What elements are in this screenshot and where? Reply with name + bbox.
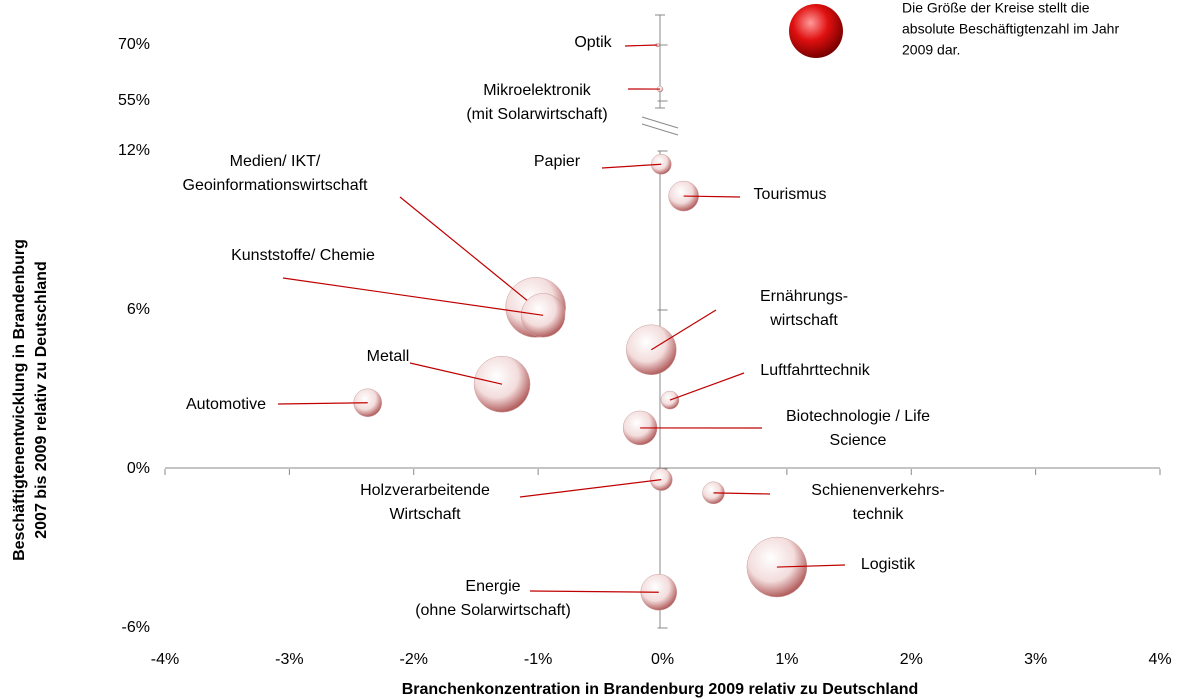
leader-line <box>669 372 745 401</box>
leader-line <box>277 402 368 405</box>
x-tick-label: -3% <box>275 651 303 668</box>
leader-line <box>776 564 846 568</box>
x-tick-label: 1% <box>775 651 798 668</box>
leader-line <box>683 195 741 198</box>
bubble-label: Medien/ IKT/ <box>230 153 321 170</box>
bubble-label: Biotechnologie / Life <box>786 408 930 425</box>
leader-line <box>519 479 662 498</box>
x-tick-label: 3% <box>1024 651 1047 668</box>
bubble-label: (mit Solarwirtschaft) <box>466 106 607 123</box>
bubble-label: Schienenverkehrs- <box>811 482 944 499</box>
note: Die Größe der Kreise stellt die <box>902 0 1090 16</box>
bubble-label: Tourismus <box>754 186 827 203</box>
bubble-label: Papier <box>534 153 581 170</box>
x-tick-label: 0% <box>651 651 674 668</box>
bubble-label: Science <box>830 432 887 449</box>
note: 2009 dar. <box>902 42 960 58</box>
bubble-label: Logistik <box>861 556 916 573</box>
leader-line <box>601 163 662 169</box>
axis-break <box>641 116 679 129</box>
note: absolute Beschäftigtenzahl im Jahr <box>902 21 1119 37</box>
y-tick-label: 12% <box>118 142 150 159</box>
bubble-label: Automotive <box>186 396 266 413</box>
bubble <box>473 355 531 413</box>
x-axis-label: Branchenkonzentration in Brandenburg 200… <box>402 681 919 698</box>
bubble-label: Geoinformationswirtschaft <box>183 177 369 194</box>
x-tick-label: -4% <box>151 651 179 668</box>
bubble-label: wirtschaft <box>769 312 838 329</box>
bubble-label: Ernährungs- <box>760 288 848 305</box>
bubble-label: Mikroelektronik <box>483 82 592 99</box>
bubble-label: (ohne Solarwirtschaft) <box>415 602 571 619</box>
bubble-label: Energie <box>465 578 520 595</box>
axis-break <box>641 123 679 136</box>
x-tick-label: -1% <box>524 651 552 668</box>
leader-line <box>624 44 658 47</box>
y-tick-label: -6% <box>122 619 150 636</box>
bubble-label: technik <box>853 506 905 523</box>
x-tick-label: -2% <box>400 651 428 668</box>
y-axis-label: Beschäftigtenentwicklung in Brandenburg <box>11 239 28 561</box>
bubble-label: Holzverarbeitende <box>360 482 490 499</box>
leader-line <box>650 309 717 351</box>
bubble-label: Wirtschaft <box>389 506 461 523</box>
x-tick-label: 2% <box>900 651 923 668</box>
bubble-label: Metall <box>367 348 410 365</box>
bubble-label: Luftfahrttechnik <box>760 362 870 379</box>
leader-line <box>399 196 537 308</box>
bubble-label: Kunststoffe/ Chemie <box>231 247 375 264</box>
legend-bubble <box>789 4 843 58</box>
bubble-label: Optik <box>574 34 612 51</box>
y-tick-label: 70% <box>118 36 150 53</box>
leader-line <box>409 362 503 385</box>
leader-line <box>713 492 771 495</box>
leader-line <box>282 277 544 316</box>
axes <box>165 14 1160 628</box>
y-tick-label: 6% <box>127 301 150 318</box>
y-tick-label: 0% <box>127 460 150 477</box>
leader-line <box>529 590 659 593</box>
y-axis-label: 2007 bis 2009 relativ zu Deutschland <box>33 261 50 538</box>
y-tick-label: 55% <box>118 92 150 109</box>
x-tick-label: 4% <box>1148 651 1171 668</box>
